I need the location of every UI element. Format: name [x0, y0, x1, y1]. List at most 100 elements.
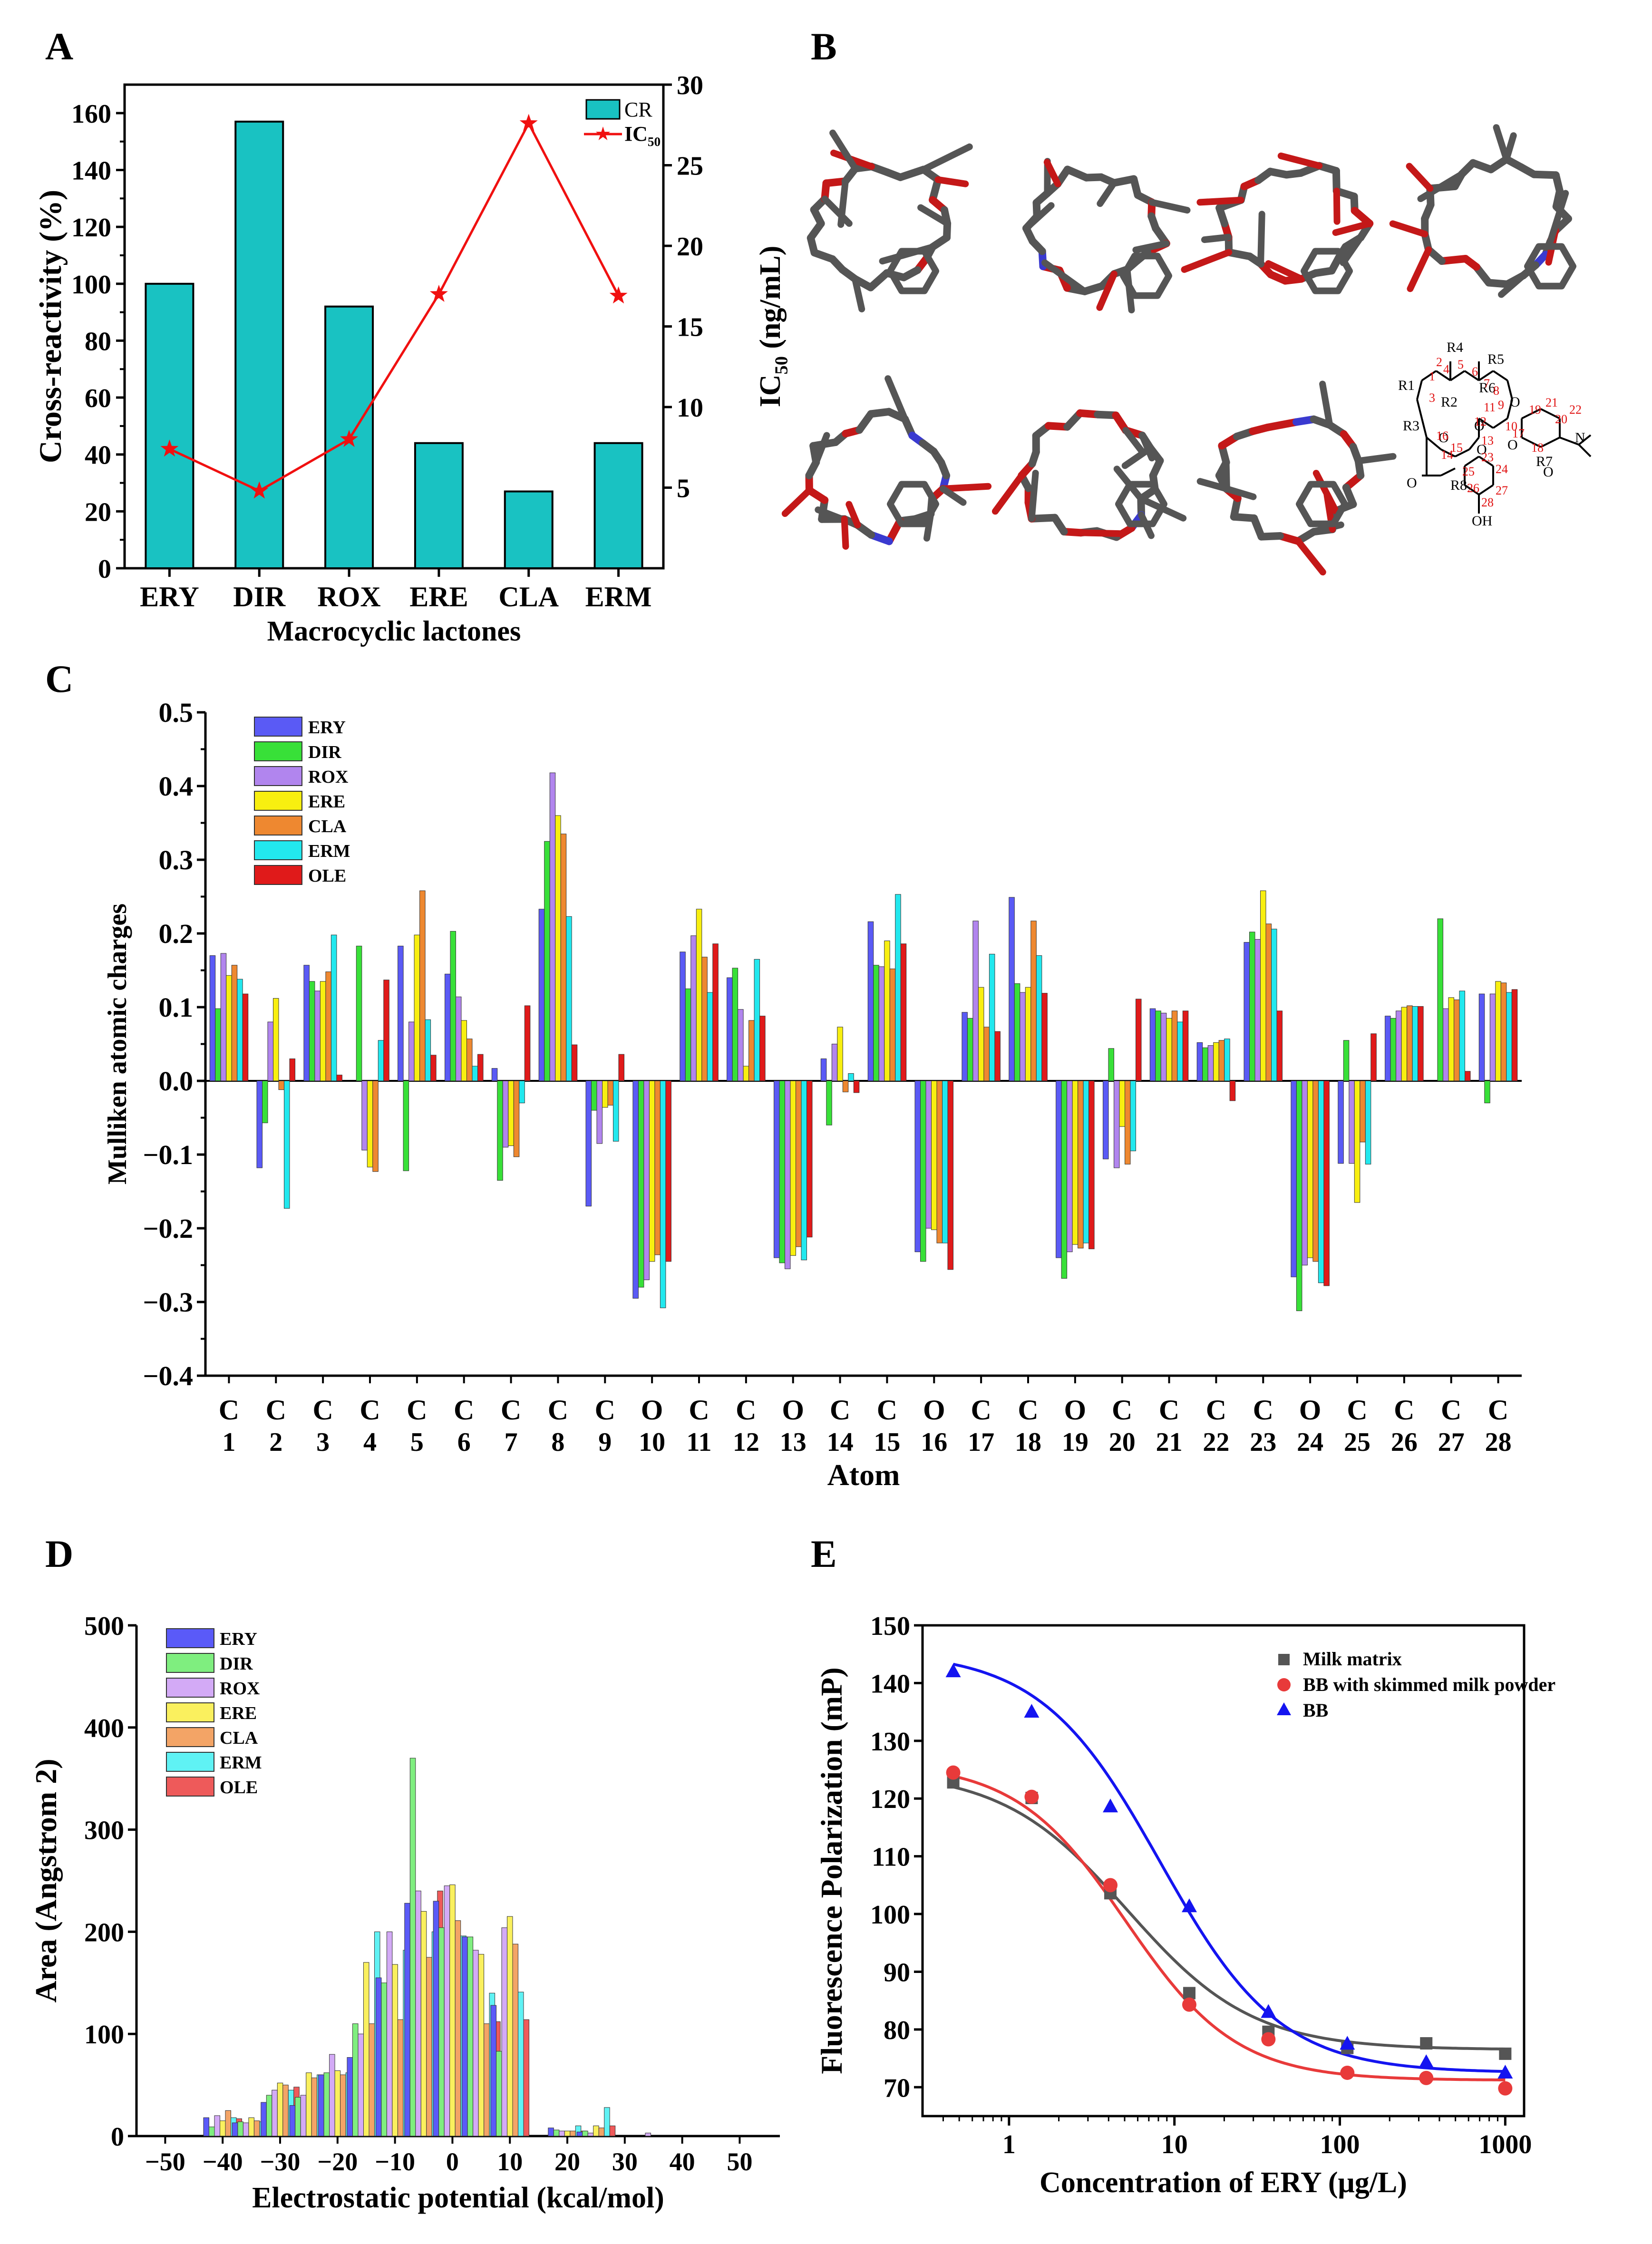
c-bar-ery: [820, 1059, 827, 1081]
d-bar-dir: [237, 2121, 243, 2137]
c-xtick-number: 4: [363, 1428, 377, 1457]
c-ytick-label: 0.0: [159, 1066, 194, 1097]
c-bar-rox: [831, 1044, 838, 1081]
a-star-ic50: [160, 439, 179, 457]
b-chem-label: O: [1474, 418, 1485, 434]
d-bar-ere: [306, 2072, 312, 2137]
c-ytick-label: 0.4: [159, 771, 194, 802]
d-legend-swatch: [166, 1752, 214, 1772]
c-bar-rox: [1489, 993, 1496, 1081]
e-fit-curve: [952, 1775, 1506, 2081]
b-chem-bond: [1540, 408, 1560, 419]
c-bar-ery: [1291, 1080, 1297, 1277]
c-xtick-atom: O: [782, 1394, 804, 1426]
c-xtick-number: 12: [733, 1428, 759, 1457]
d-bar-dir: [582, 2130, 588, 2137]
b-side-chain: [813, 432, 830, 466]
d-bar-ere: [507, 1916, 513, 2137]
c-bar-ole: [1323, 1080, 1330, 1286]
b-chem-bond: [1416, 399, 1423, 419]
d-bar-ere: [363, 1962, 369, 2137]
d-bar-ere: [220, 2120, 226, 2137]
a-y2tick-label: 10: [677, 393, 703, 423]
d-bar-dir: [467, 1936, 474, 2137]
c-bar-erm: [1130, 1080, 1136, 1151]
d-bar-ere: [420, 1911, 427, 2137]
c-bar-dir: [450, 931, 456, 1081]
b-atom-number: 14: [1441, 448, 1453, 462]
e-point-square: [1499, 2047, 1512, 2060]
d-bar-ery: [462, 1936, 468, 2137]
c-xtick-atom: O: [1299, 1394, 1322, 1426]
b-chem-bond: [1440, 448, 1456, 457]
c-legend-label: DIR: [308, 742, 341, 762]
c-bar-erm: [754, 959, 760, 1081]
d-bar-dir: [352, 2023, 359, 2137]
c-ytick-label: −0.4: [143, 1360, 193, 1391]
d-bar-cla: [340, 2074, 346, 2137]
c-bar-rox: [220, 953, 227, 1081]
c-xtick-atom: C: [830, 1394, 850, 1426]
c-bar-cla: [1312, 1080, 1319, 1262]
d-bar-cla: [426, 1957, 432, 2137]
c-xtick-number: 13: [780, 1428, 807, 1457]
d-bar-dir: [438, 1927, 445, 2137]
d-legend-swatch: [166, 1777, 214, 1797]
e-ytick-label: 80: [884, 2016, 910, 2045]
b-side-chain: [1148, 199, 1191, 214]
d-bar-rox: [415, 1891, 421, 2137]
panel-label-e: E: [811, 1532, 837, 1575]
e-ytick-label: 90: [884, 1958, 910, 1987]
c-xtick-number: 5: [410, 1428, 424, 1457]
b-atom-number: 3: [1429, 391, 1435, 405]
panel-label-a: A: [45, 25, 73, 68]
c-bar-ole: [1136, 999, 1142, 1081]
c-bar-ery: [1338, 1080, 1344, 1164]
c-bar-rox: [1067, 1080, 1073, 1253]
c-xtick-number: 16: [921, 1428, 947, 1457]
b-side-chain: [1503, 132, 1517, 163]
c-xtick-number: 8: [551, 1428, 564, 1457]
c-bar-erm: [660, 1080, 666, 1308]
b-chem-bond: [1506, 380, 1513, 400]
b-side-chain: [1277, 152, 1323, 169]
e-legend-label: BB with skimmed milk powder: [1303, 1674, 1555, 1695]
c-bar-ole: [759, 1016, 766, 1081]
b-chem-label: R1: [1398, 378, 1415, 393]
c-xtick-atom: C: [1441, 1394, 1461, 1426]
c-bar-ere: [273, 998, 279, 1081]
b-bond: [896, 165, 928, 181]
e-legend-label: BB: [1303, 1700, 1328, 1721]
b-atom-number: 6: [1472, 365, 1478, 379]
b-chem-bond: [1426, 437, 1442, 450]
c-bar-rox: [925, 1080, 932, 1229]
c-xtick-number: 17: [968, 1428, 994, 1457]
a-legend-cr: CR: [624, 98, 652, 121]
d-bar-dir: [496, 2051, 502, 2137]
b-sugar-ring: [1115, 481, 1167, 527]
c-xtick-number: 1: [222, 1428, 235, 1457]
c-bar-erm: [942, 1080, 948, 1243]
b-chem-bond: [1435, 370, 1451, 381]
c-bar-cla: [796, 1080, 802, 1247]
b-chem-label: N: [1575, 430, 1585, 446]
c-bar-ole: [1182, 1010, 1189, 1081]
a-xtick-label: ERY: [140, 581, 199, 612]
d-bar-erm: [518, 1991, 524, 2137]
d-xtick-label: 0: [446, 2147, 459, 2176]
b-side-chain: [1498, 272, 1527, 298]
c-bar-erm: [1177, 1021, 1183, 1081]
b-atom-number: 25: [1462, 465, 1475, 478]
c-bar-ole: [853, 1080, 860, 1093]
b-atom-number: 13: [1481, 434, 1494, 447]
d-bar-rox: [300, 2095, 307, 2137]
d-bar-rox: [386, 1931, 393, 2137]
b-chem-bond: [1559, 437, 1579, 446]
c-bar-dir: [1249, 932, 1255, 1081]
c-xtick-atom: C: [219, 1394, 239, 1426]
c-bar-ere: [1495, 981, 1501, 1081]
c-bar-dir: [1108, 1048, 1114, 1081]
c-bar-cla: [607, 1080, 613, 1106]
e-legend-marker-triangle: [1277, 1702, 1291, 1715]
c-xtick-number: 9: [598, 1428, 612, 1457]
